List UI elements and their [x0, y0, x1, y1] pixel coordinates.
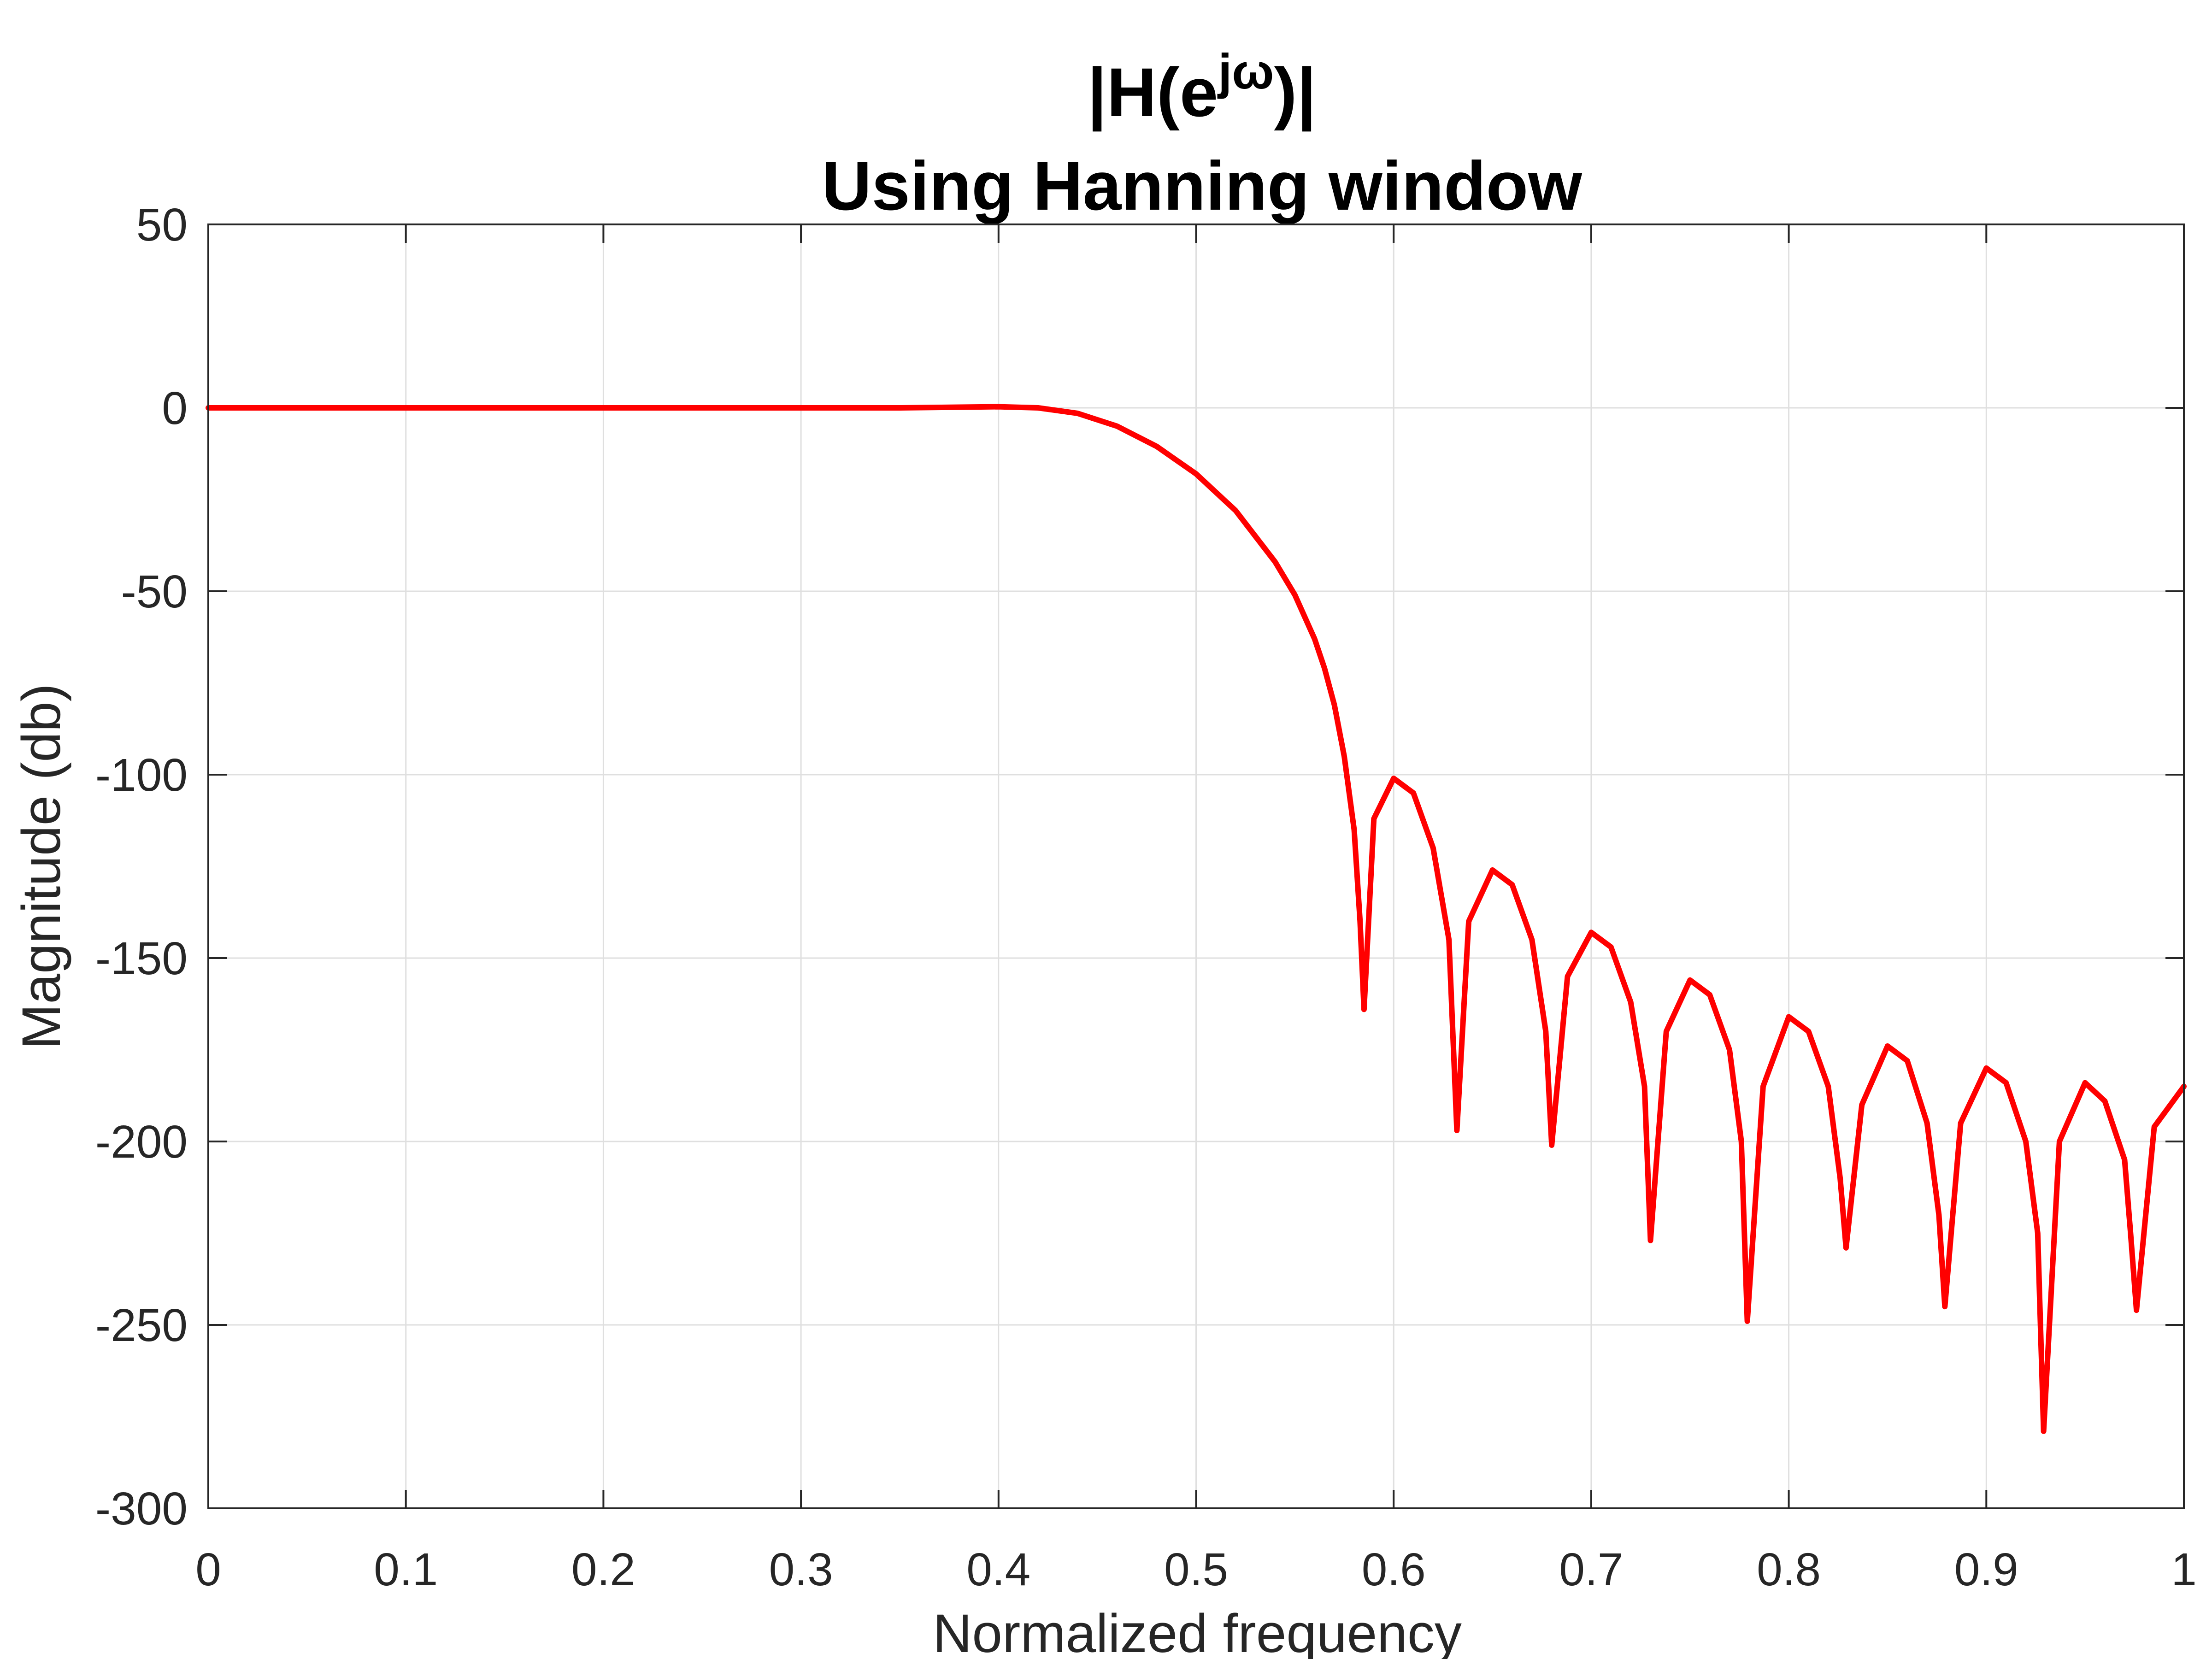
x-axis-label: Normalized frequency [933, 1603, 1462, 1659]
magnitude-response-line [206, 404, 2187, 1434]
x-tick-label: 0.1 [374, 1544, 438, 1595]
axes-box [207, 224, 2185, 1509]
x-tick-label: 0 [195, 1544, 221, 1595]
y-tick-label: -300 [95, 1483, 188, 1535]
y-tick-label: -100 [95, 749, 188, 801]
title-end-text: )| [1274, 53, 1317, 132]
y-tick-label: 0 [162, 382, 188, 434]
y-tick-label: 50 [136, 199, 188, 251]
x-tick-label: 0.4 [966, 1544, 1030, 1595]
x-tick-label: 0.2 [571, 1544, 635, 1595]
x-tick-label: 0.6 [1362, 1544, 1426, 1595]
x-tick-label: 0.3 [769, 1544, 833, 1595]
y-tick-label: -250 [95, 1300, 188, 1351]
y-tick-label: -50 [121, 566, 188, 618]
title-superscript: jω [1217, 43, 1274, 99]
x-tick-label: 0.8 [1757, 1544, 1821, 1595]
y-tick-label: -150 [95, 933, 188, 984]
chart-title-line1: |H(ejω)| [1088, 43, 1317, 132]
x-tick-label: 1 [2171, 1544, 2197, 1595]
x-tick-labels: 0 0.1 0.2 0.3 0.4 0.5 0.6 0.7 0.8 0.9 1 [195, 1544, 2197, 1595]
x-tick-label: 0.7 [1559, 1544, 1623, 1595]
x-tick-label: 0.5 [1164, 1544, 1228, 1595]
y-tick-label: -200 [95, 1116, 188, 1168]
y-axis-label: Magnitude (db) [11, 683, 72, 1049]
x-tick-label: 0.9 [1954, 1544, 2018, 1595]
y-tick-labels: 50 0 -50 -100 -150 -200 -250 -300 [95, 199, 188, 1535]
title-main-text: |H(e [1088, 53, 1218, 132]
chart-title-line2: Using Hanning window [822, 147, 1582, 224]
